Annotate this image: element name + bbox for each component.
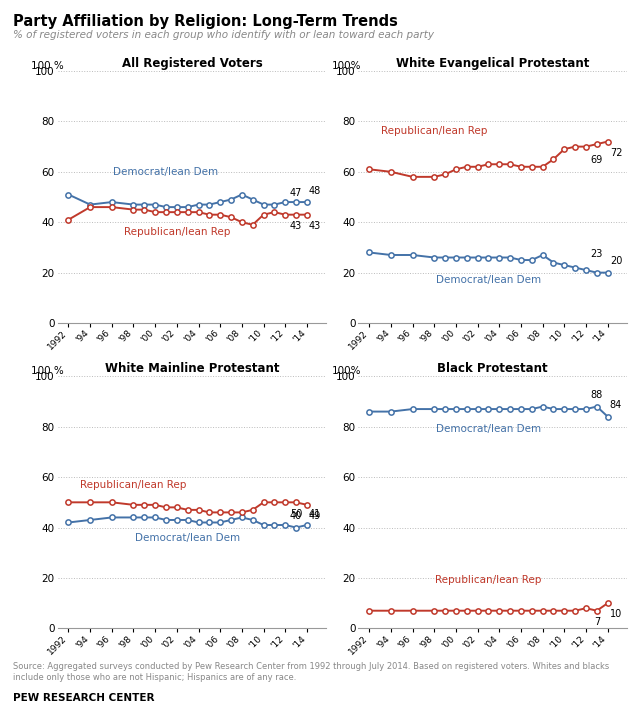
- Text: Democrat/lean Dem: Democrat/lean Dem: [436, 275, 541, 285]
- Title: White Mainline Protestant: White Mainline Protestant: [105, 362, 279, 375]
- Text: 88: 88: [591, 391, 603, 400]
- Text: 100 %: 100 %: [31, 61, 63, 71]
- Text: 40: 40: [290, 511, 302, 521]
- Text: 43: 43: [309, 221, 321, 231]
- Text: Source: Aggregated surveys conducted by Pew Research Center from 1992 through Ju: Source: Aggregated surveys conducted by …: [13, 662, 609, 682]
- Text: % of registered voters in each group who identify with or lean toward each party: % of registered voters in each group who…: [13, 30, 434, 40]
- Text: Republican/lean Rep: Republican/lean Rep: [124, 227, 230, 237]
- Text: 69: 69: [591, 155, 603, 165]
- Text: 7: 7: [594, 617, 600, 627]
- Text: 72: 72: [610, 148, 622, 158]
- Text: Democrat/lean Dem: Democrat/lean Dem: [113, 167, 218, 177]
- Text: 48: 48: [309, 186, 321, 196]
- Text: 50: 50: [290, 508, 302, 518]
- Text: 100%: 100%: [332, 366, 361, 376]
- Text: 10: 10: [610, 609, 622, 619]
- Text: 84: 84: [610, 400, 622, 410]
- Text: 41: 41: [309, 508, 321, 519]
- Text: 23: 23: [591, 248, 603, 258]
- Text: 20: 20: [610, 256, 622, 266]
- Title: Black Protestant: Black Protestant: [438, 362, 548, 375]
- Text: 43: 43: [290, 221, 302, 231]
- Text: 100%: 100%: [332, 61, 361, 71]
- Text: Democrat/lean Dem: Democrat/lean Dem: [436, 425, 541, 435]
- Text: 49: 49: [309, 511, 321, 521]
- Text: PEW RESEARCH CENTER: PEW RESEARCH CENTER: [13, 693, 154, 703]
- Text: Republican/lean Rep: Republican/lean Rep: [80, 480, 187, 490]
- Text: Republican/lean Rep: Republican/lean Rep: [435, 576, 541, 586]
- Text: 47: 47: [290, 188, 302, 198]
- Text: 100 %: 100 %: [31, 366, 63, 376]
- Text: Democrat/lean Dem: Democrat/lean Dem: [135, 532, 240, 542]
- Title: White Evangelical Protestant: White Evangelical Protestant: [396, 57, 589, 70]
- Title: All Registered Voters: All Registered Voters: [122, 57, 262, 70]
- Text: Republican/lean Rep: Republican/lean Rep: [381, 126, 488, 136]
- Text: Party Affiliation by Religion: Long-Term Trends: Party Affiliation by Religion: Long-Term…: [13, 14, 397, 29]
